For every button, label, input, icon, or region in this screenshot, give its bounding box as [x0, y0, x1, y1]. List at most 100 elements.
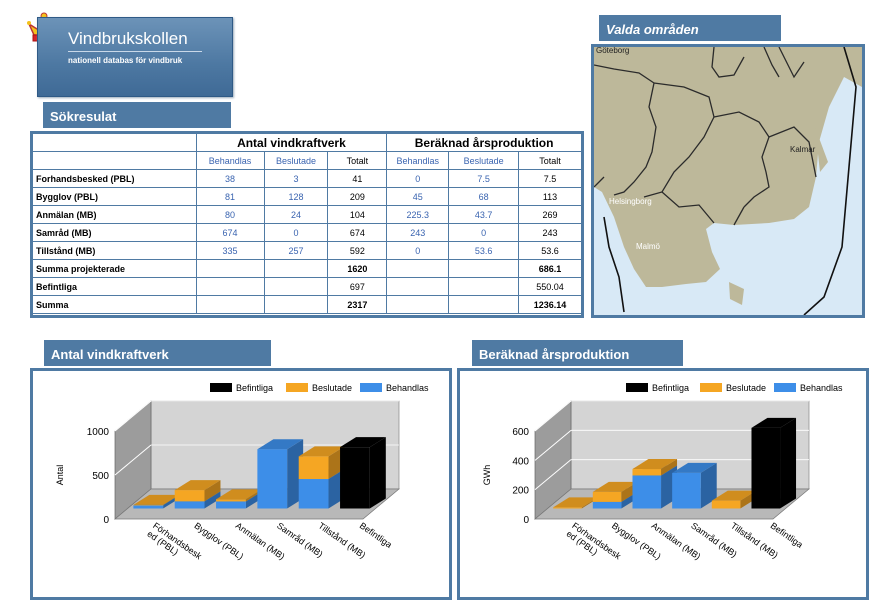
- row-label: Bygglov (PBL): [32, 187, 197, 206]
- bar-top: [133, 494, 180, 505]
- col-header-behandlas[interactable]: Behandlas: [386, 151, 450, 170]
- cell-total: 104: [327, 205, 388, 224]
- cell-total: 697: [327, 277, 388, 296]
- cell-total: 592: [327, 241, 388, 260]
- row-label: Summa: [32, 295, 197, 314]
- cell-link[interactable]: 38: [195, 169, 265, 188]
- cell-total: 1620: [327, 259, 388, 278]
- legend-swatch-behandlas: [774, 383, 796, 392]
- cell-link[interactable]: 43.7: [448, 205, 520, 224]
- map-canvas[interactable]: Göteborg Kalmar Helsingborg Malmö: [594, 47, 862, 315]
- logo-divider: [68, 51, 202, 52]
- bar-befintliga: [340, 437, 386, 509]
- summary-row: Befintliga 697 550.04: [32, 277, 582, 296]
- table-row: Forhandsbesked (PBL) 38 3 41 0 7.5 7.5: [32, 169, 582, 188]
- y-tick-label: 200: [512, 486, 529, 497]
- bar-front: [174, 501, 205, 509]
- bar-side: [780, 417, 797, 509]
- cell-link[interactable]: 243: [386, 223, 450, 242]
- map-label-malmo: Malmö: [636, 242, 661, 251]
- chart-count-svg: Befintliga Beslutade Behandlas 0 500 1000 Anta…: [55, 383, 429, 562]
- bar-front: [216, 499, 246, 502]
- bar-front: [632, 469, 662, 476]
- legend-swatch-beslutade: [700, 383, 722, 392]
- cell-total: 113: [518, 187, 582, 206]
- map-label-kalmar: Kalmar: [790, 145, 816, 154]
- cell-link[interactable]: 257: [263, 241, 329, 260]
- bar-front: [751, 427, 781, 509]
- map-label-helsingborg: Helsingborg: [609, 197, 652, 206]
- table-row: Tillstånd (MB) 335 257 592 0 53.6 53.6: [32, 241, 582, 260]
- cell-link[interactable]: 81: [195, 187, 265, 206]
- cell-link[interactable]: 0: [386, 169, 450, 188]
- col-header-beslutade[interactable]: Beslutade: [448, 151, 520, 170]
- legend-swatch-behandlas: [360, 383, 382, 392]
- cell-total: 686.1: [518, 259, 582, 278]
- logo-box[interactable]: [37, 17, 233, 97]
- bar-front: [298, 456, 329, 480]
- cell-link[interactable]: 68: [448, 187, 520, 206]
- cell-total: 2317: [327, 295, 388, 314]
- bar-side: [661, 459, 678, 476]
- bar-top: [553, 497, 598, 508]
- results-table: Antal vindkraftverk Beräknad årsprodukti…: [32, 133, 582, 314]
- bar-top: [174, 480, 221, 491]
- bar-front: [592, 491, 622, 502]
- bar-side: [700, 462, 717, 509]
- cell-total: 53.6: [518, 241, 582, 260]
- y-tick-label: 0: [523, 515, 529, 526]
- cell-total: 7.5: [518, 169, 582, 188]
- cell-link[interactable]: 3: [263, 169, 329, 188]
- chart-count-title: Antal vindkraftverk: [44, 340, 271, 366]
- chart-gridline: [114, 400, 152, 432]
- bar-top: [632, 459, 678, 470]
- bar-top: [216, 489, 262, 500]
- col-header-behandlas[interactable]: Behandlas: [195, 151, 265, 170]
- map-panel[interactable]: Göteborg Kalmar Helsingborg Malmö: [591, 44, 865, 318]
- legend-swatch-beslutade: [286, 383, 308, 392]
- legend-label-befintliga: Befintliga: [236, 383, 273, 393]
- cell-total: 1236.14: [518, 295, 582, 314]
- bar-top: [751, 417, 797, 428]
- cell-link[interactable]: 80: [195, 205, 265, 224]
- bar-top: [340, 437, 386, 448]
- cell-link[interactable]: 45: [386, 187, 450, 206]
- bar-top: [711, 490, 757, 501]
- map-title: Valda områden: [599, 15, 781, 41]
- bar-front: [340, 447, 370, 509]
- table-subheader-row: Behandlas Beslutade Totalt Behandlas Bes…: [32, 151, 582, 170]
- bar-front: [133, 504, 164, 506]
- bar-front: [216, 501, 246, 509]
- bar-beslutade: [174, 480, 221, 502]
- bar-beslutade: [632, 459, 678, 476]
- bar-top: [298, 446, 345, 457]
- app-title: Vindbrukskollen: [68, 29, 188, 48]
- bar-front: [174, 490, 205, 502]
- y-axis-label: Antal: [55, 465, 65, 486]
- table-row: Bygglov (PBL) 81 128 209 45 68 113: [32, 187, 582, 206]
- col-header-beslutade[interactable]: Beslutade: [263, 151, 329, 170]
- table-empty-cell: [32, 151, 197, 170]
- row-label: Forhandsbesked (PBL): [32, 169, 197, 188]
- app-subtitle: nationell databas för vindbruk: [68, 56, 183, 65]
- cell-link[interactable]: 24: [263, 205, 329, 224]
- cell-link[interactable]: 7.5: [448, 169, 520, 188]
- legend-label-behandlas: Behandlas: [800, 383, 843, 393]
- y-tick-label: 0: [103, 515, 109, 526]
- row-label: Tillstånd (MB): [32, 241, 197, 260]
- bar-side: [204, 480, 221, 502]
- cell-link[interactable]: 128: [263, 187, 329, 206]
- legend-swatch-befintliga: [626, 383, 648, 392]
- x-tick-line: Befintliga: [769, 520, 805, 549]
- bar-beslutade: [298, 446, 345, 480]
- bar-front: [257, 449, 288, 509]
- cell-link[interactable]: 0: [448, 223, 520, 242]
- cell-link[interactable]: 0: [263, 223, 329, 242]
- bar-front: [298, 479, 329, 509]
- cell-link[interactable]: 0: [386, 241, 450, 260]
- cell-link[interactable]: 674: [195, 223, 265, 242]
- cell-link[interactable]: 335: [195, 241, 265, 260]
- cell-link[interactable]: 53.6: [448, 241, 520, 260]
- cell-link[interactable]: 225.3: [386, 205, 450, 224]
- summary-row: Summa 2317 1236.14: [32, 295, 582, 314]
